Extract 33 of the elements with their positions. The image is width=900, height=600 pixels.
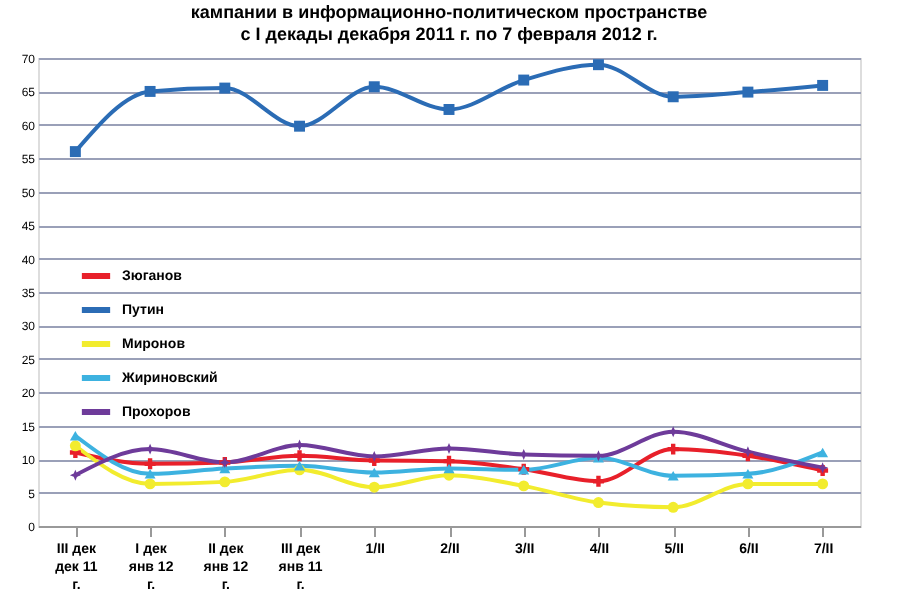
point — [219, 82, 231, 94]
point — [592, 497, 604, 509]
point — [592, 475, 604, 487]
point — [294, 461, 306, 471]
point — [443, 463, 455, 474]
point — [518, 74, 530, 86]
point — [368, 481, 380, 493]
point — [69, 469, 81, 481]
point — [817, 79, 829, 91]
point — [667, 91, 679, 103]
point — [667, 471, 679, 481]
chart-title: кампании в информационно-политическом пространстве с I декады декабря 2011 г. по 7 февраля 2012 г. — [190, 2, 708, 44]
point — [667, 501, 679, 513]
point — [294, 120, 306, 132]
point — [144, 469, 156, 479]
point — [742, 86, 754, 98]
point — [368, 81, 380, 93]
point — [518, 480, 530, 492]
point — [144, 458, 156, 470]
point — [817, 447, 829, 458]
point — [69, 146, 81, 158]
point — [742, 478, 754, 490]
point — [144, 478, 156, 490]
point — [219, 476, 231, 488]
point — [592, 59, 604, 71]
point — [817, 478, 829, 490]
point — [742, 469, 754, 479]
point — [443, 104, 455, 115]
point — [667, 443, 679, 455]
point — [144, 85, 156, 97]
point — [294, 450, 306, 462]
point — [368, 467, 380, 478]
point — [69, 440, 81, 452]
